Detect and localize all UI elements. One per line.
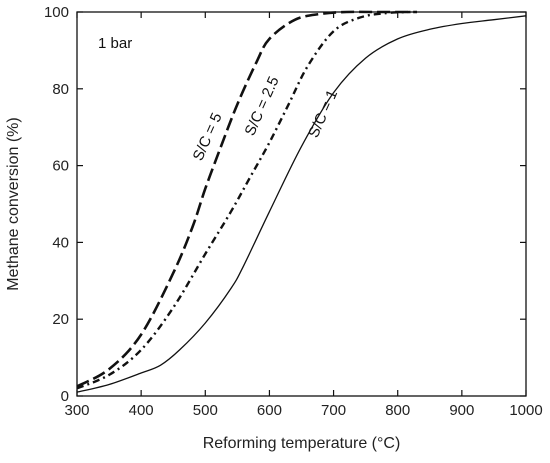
plot-frame (76, 11, 527, 397)
y-tick-label: 40 (52, 234, 69, 251)
series-label-3: S/C = 1 (305, 87, 341, 140)
x-tick-label: 500 (193, 402, 218, 419)
y-tick-label: 80 (52, 81, 69, 98)
series-layer (76, 10, 527, 393)
series-label-1: S/C = 5 (190, 110, 226, 163)
x-tick-label: 1000 (509, 402, 542, 419)
y-axis-ticks: 0 20 40 60 80 100 (44, 4, 526, 405)
x-axis-ticks: 300 400 500 600 700 800 900 1000 (64, 12, 543, 419)
y-tick-label: 0 (61, 388, 69, 405)
series-line-3 (76, 15, 527, 393)
series-line-1 (76, 10, 417, 388)
y-tick-label: 20 (52, 311, 69, 328)
x-tick-label: 800 (385, 402, 410, 419)
x-axis-title: Reforming temperature (°C) (203, 435, 401, 452)
pressure-annotation: 1 bar (98, 35, 132, 52)
x-tick-label: 600 (257, 402, 282, 419)
x-tick-label: 900 (449, 402, 474, 419)
y-axis-title: Methane conversion (%) (5, 117, 22, 290)
x-tick-label: 400 (129, 402, 154, 419)
x-tick-label: 300 (64, 402, 89, 419)
series-line-2 (76, 10, 411, 390)
y-tick-label: 100 (44, 4, 69, 21)
y-tick-label: 60 (52, 158, 69, 175)
x-tick-label: 700 (321, 402, 346, 419)
